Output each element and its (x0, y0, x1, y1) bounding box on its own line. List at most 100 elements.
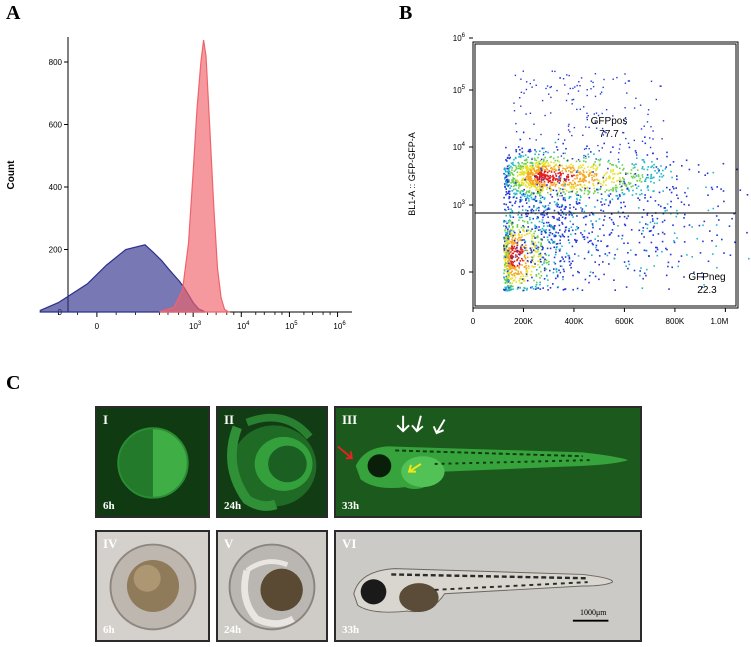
event-point (508, 267, 511, 269)
event-point (571, 190, 573, 193)
event-point (633, 173, 636, 176)
event-point (548, 170, 551, 172)
event-point (645, 223, 647, 225)
event-point (597, 235, 599, 237)
event-point (548, 187, 551, 190)
event-point (563, 235, 566, 238)
event-point (540, 194, 542, 197)
event-point (576, 203, 579, 205)
event-point (620, 206, 622, 209)
event-point (567, 254, 569, 257)
event-point (532, 184, 535, 187)
event-point (532, 164, 534, 167)
event-point (634, 150, 637, 152)
event-point (561, 164, 563, 167)
event-point (521, 259, 524, 262)
event-point (541, 173, 544, 175)
event-point (592, 85, 595, 88)
event-point (556, 274, 559, 277)
event-point (521, 173, 523, 176)
event-point (622, 177, 624, 179)
event-point (623, 120, 626, 122)
event-point (523, 266, 526, 269)
event-point (530, 211, 533, 214)
event-point (562, 185, 565, 187)
event-point (532, 242, 534, 245)
event-point (560, 174, 562, 177)
event-point (666, 248, 668, 251)
event-point (505, 254, 507, 256)
event-point (509, 287, 512, 290)
event-point (540, 242, 542, 244)
event-point (685, 195, 688, 198)
event-point (550, 188, 553, 191)
event-point (517, 167, 520, 170)
event-point (557, 232, 560, 234)
event-point (562, 167, 564, 170)
event-point (596, 166, 599, 169)
event-point (585, 215, 588, 218)
event-point (541, 213, 544, 216)
event-point (543, 262, 545, 264)
event-point (593, 192, 595, 195)
event-point (535, 171, 537, 174)
event-point (518, 234, 521, 236)
event-point (586, 187, 588, 190)
event-point (547, 208, 550, 210)
panel-label-b: B (399, 2, 413, 24)
event-point (575, 229, 577, 231)
event-point (582, 164, 584, 166)
event-point (537, 181, 539, 184)
event-point (540, 174, 543, 177)
event-point (562, 78, 565, 80)
event-point (588, 275, 591, 277)
event-point (522, 165, 524, 168)
event-point (701, 286, 703, 288)
event-point (520, 91, 523, 93)
event-point (586, 112, 588, 114)
histogram-chart: 02004006008000103104105106 Count (6, 37, 352, 331)
event-point (503, 203, 505, 205)
event-point (603, 203, 606, 205)
event-point (594, 261, 596, 263)
event-point (628, 190, 630, 192)
image-numeral: I (103, 412, 109, 427)
event-point (580, 196, 582, 198)
event-point (612, 190, 614, 192)
event-point (504, 257, 507, 260)
event-point (544, 175, 547, 178)
event-point (576, 174, 578, 177)
event-point (519, 168, 522, 170)
event-point (519, 196, 522, 199)
event-point (591, 178, 593, 181)
event-point (571, 214, 573, 216)
event-point (535, 166, 538, 168)
event-point (556, 181, 559, 184)
event-point (515, 131, 518, 133)
event-point (514, 193, 516, 196)
event-point (505, 170, 507, 173)
event-point (535, 236, 538, 239)
event-point (515, 122, 517, 125)
event-point (650, 166, 652, 169)
event-point (621, 192, 624, 194)
event-point (557, 172, 559, 175)
event-point (508, 259, 511, 262)
event-point (513, 177, 516, 180)
event-point (507, 238, 510, 240)
event-point (542, 186, 544, 189)
event-point (521, 233, 523, 236)
event-point (512, 226, 514, 228)
event-point (666, 186, 668, 189)
event-point (535, 209, 538, 211)
event-point (582, 173, 584, 176)
event-point (551, 239, 553, 242)
event-point (650, 180, 652, 183)
event-point (555, 169, 557, 172)
event-point (638, 179, 641, 182)
event-point (507, 289, 509, 292)
event-point (607, 160, 609, 163)
event-point (565, 147, 567, 150)
event-point (536, 183, 539, 186)
image-time-label: 24h (224, 500, 242, 512)
